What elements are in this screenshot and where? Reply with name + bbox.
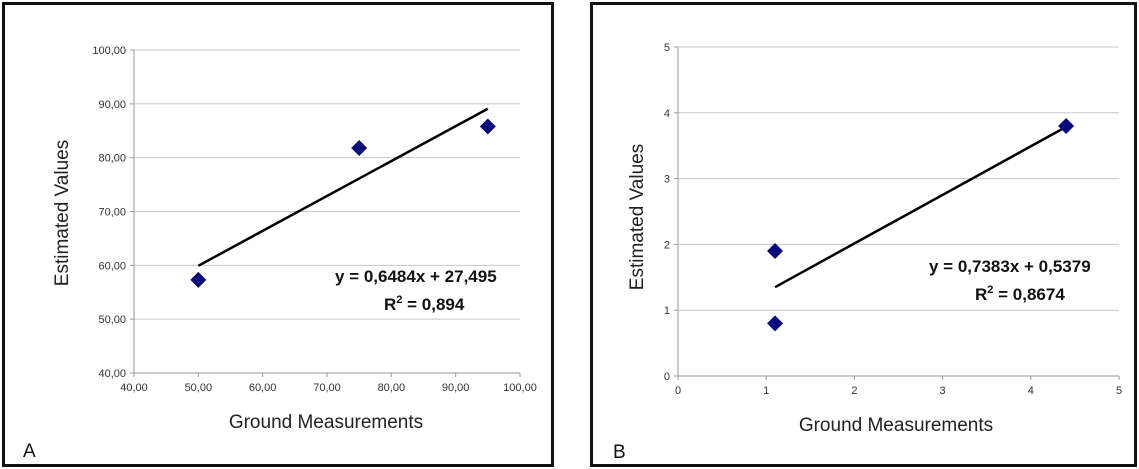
y-axis-title: Estimated Values: [627, 144, 648, 290]
y-tick-label: 70,00: [98, 207, 126, 219]
data-point: [190, 271, 207, 288]
x-tick-label: 2: [851, 385, 857, 397]
chart-a-svg: 40,00 50,00 60,00 70,00 80,00 90,00 100,00 40,0…: [23, 45, 537, 462]
trendline-equation: y = 0,7383x + 0,5379: [929, 257, 1091, 276]
y-tick-label: 4: [664, 108, 670, 120]
data-point: [767, 315, 784, 332]
r-squared-prefix: R: [975, 285, 987, 304]
x-tick-label: 3: [940, 385, 946, 397]
y-tick-label: 3: [664, 174, 670, 186]
x-tick-label: 70,00: [313, 382, 341, 394]
r-squared-label: R2 = 0,8674: [975, 284, 1065, 304]
data-point: [351, 139, 368, 156]
y-tick-label: 50,00: [98, 314, 126, 326]
x-tick-label: 40,00: [120, 382, 148, 394]
y-axis-title: Estimated Values: [52, 140, 73, 286]
x-tick-label: 0: [675, 385, 681, 397]
r-squared-superscript: 2: [987, 284, 993, 296]
y-tick-label: 5: [664, 42, 670, 54]
r-squared-label: R2 = 0,894: [384, 294, 465, 314]
data-point: [1058, 117, 1075, 134]
x-axis-title: Ground Measurements: [799, 415, 993, 436]
x-tick-label: 90,00: [442, 382, 470, 394]
y-tick-label: 90,00: [98, 99, 126, 111]
x-axis-title: Ground Measurements: [229, 412, 423, 433]
r-squared-value: = 0,8674: [993, 285, 1065, 304]
trendline: [774, 125, 1067, 289]
r-squared-prefix: R: [384, 295, 396, 314]
r-squared-value: = 0,894: [402, 295, 464, 314]
data-point: [479, 118, 496, 135]
x-tick-label: 60,00: [249, 382, 277, 394]
x-tick-label: 50,00: [185, 382, 213, 394]
x-tick-label: 4: [1028, 385, 1034, 397]
trendline-equation: y = 0,6484x + 27,495: [335, 267, 497, 286]
x-tick-label: 80,00: [378, 382, 406, 394]
r-squared-superscript: 2: [396, 294, 402, 306]
y-tick-label: 0: [664, 371, 670, 383]
y-tick-label: 60,00: [98, 260, 126, 272]
y-tick-label: 1: [664, 305, 670, 317]
x-tick-label: 5: [1116, 385, 1122, 397]
y-tick-label: 2: [664, 239, 670, 251]
panel-letter: A: [23, 441, 36, 462]
y-tick-label: 80,00: [98, 153, 126, 165]
panel-letter: B: [613, 442, 626, 463]
data-point: [767, 242, 784, 259]
chart-panel-a: 40,00 50,00 60,00 70,00 80,00 90,00 100,00 40,0…: [2, 2, 554, 467]
x-tick-label: 1: [763, 385, 769, 397]
trendline: [197, 107, 489, 267]
y-tick-label: 40,00: [98, 368, 126, 380]
y-tick-label: 100,00: [92, 45, 126, 57]
x-tick-label: 100,00: [503, 382, 537, 394]
